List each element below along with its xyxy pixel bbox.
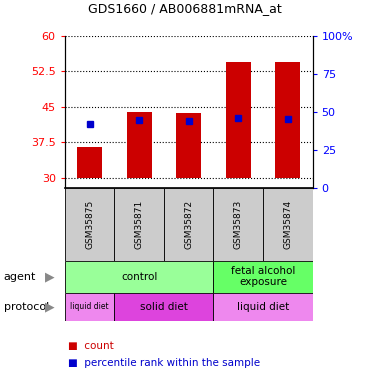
Bar <box>164 188 213 261</box>
Bar <box>114 292 213 321</box>
Text: liquid diet: liquid diet <box>237 302 289 312</box>
Bar <box>127 112 152 178</box>
Bar <box>213 261 313 292</box>
Text: GSM35873: GSM35873 <box>234 200 243 249</box>
Bar <box>263 188 313 261</box>
Text: GSM35872: GSM35872 <box>184 200 193 249</box>
Bar <box>65 188 114 261</box>
Bar <box>213 188 263 261</box>
Bar <box>275 62 300 178</box>
Text: ▶: ▶ <box>45 270 55 283</box>
Bar <box>114 188 164 261</box>
Text: solid diet: solid diet <box>140 302 188 312</box>
Text: ■  percentile rank within the sample: ■ percentile rank within the sample <box>68 357 260 368</box>
Text: protocol: protocol <box>4 302 49 312</box>
Bar <box>77 147 102 178</box>
Text: liquid diet: liquid diet <box>70 302 109 311</box>
Text: ▶: ▶ <box>45 300 55 313</box>
Text: ■  count: ■ count <box>68 340 114 351</box>
Bar <box>65 261 213 292</box>
Text: fetal alcohol
exposure: fetal alcohol exposure <box>231 266 295 287</box>
Text: agent: agent <box>4 272 36 282</box>
Text: control: control <box>121 272 157 282</box>
Text: GSM35871: GSM35871 <box>135 200 144 249</box>
Text: GSM35874: GSM35874 <box>283 200 292 249</box>
Text: GDS1660 / AB006881mRNA_at: GDS1660 / AB006881mRNA_at <box>88 2 282 15</box>
Text: GSM35875: GSM35875 <box>85 200 94 249</box>
Bar <box>65 292 114 321</box>
Bar <box>176 112 201 178</box>
Bar <box>226 62 251 178</box>
Bar <box>213 292 313 321</box>
